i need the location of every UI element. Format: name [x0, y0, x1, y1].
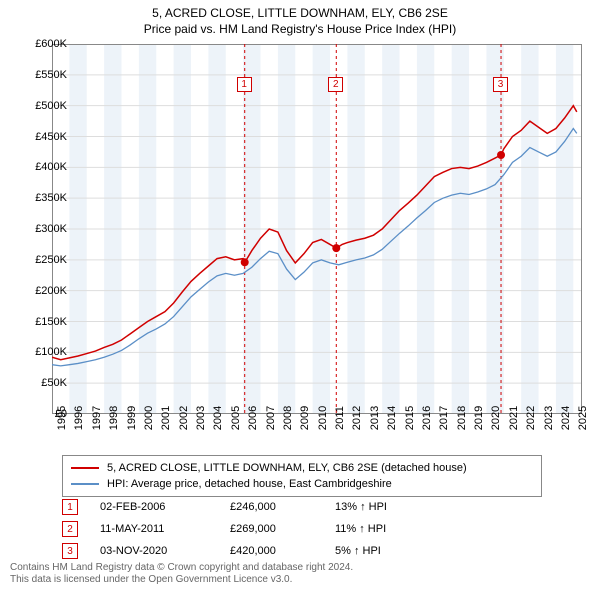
marker-price: £269,000	[230, 523, 335, 535]
x-axis-label: 1996	[73, 406, 85, 430]
y-axis-label: £150K	[35, 316, 67, 328]
marker-hpi: 11% ↑ HPI	[335, 523, 435, 535]
x-axis-label: 2012	[351, 406, 363, 430]
legend-box: 5, ACRED CLOSE, LITTLE DOWNHAM, ELY, CB6…	[62, 455, 542, 497]
marker-table-row: 1 02-FEB-2006£246,00013% ↑ HPI	[62, 496, 435, 518]
marker-badge: 1	[62, 499, 78, 515]
x-axis-label: 2018	[456, 406, 468, 430]
footer-line1: Contains HM Land Registry data © Crown c…	[10, 562, 353, 574]
x-axis-label: 1995	[56, 406, 68, 430]
x-axis-label: 2025	[577, 406, 589, 430]
chart-sale-marker-badge: 2	[328, 77, 343, 92]
x-axis-label: 1998	[108, 406, 120, 430]
marker-hpi: 13% ↑ HPI	[335, 501, 435, 513]
x-axis-label: 2009	[299, 406, 311, 430]
marker-badge: 3	[62, 543, 78, 559]
x-axis-label: 2014	[386, 406, 398, 430]
x-axis-label: 2002	[178, 406, 190, 430]
x-axis-label: 2024	[560, 406, 572, 430]
chart-area	[52, 44, 582, 414]
y-axis-label: £350K	[35, 192, 67, 204]
marker-date: 02-FEB-2006	[100, 501, 230, 513]
y-axis-label: £300K	[35, 223, 67, 235]
x-axis-label: 2007	[265, 406, 277, 430]
title-subtitle: Price paid vs. HM Land Registry's House …	[0, 22, 600, 36]
marker-badge: 2	[62, 521, 78, 537]
title-block: 5, ACRED CLOSE, LITTLE DOWNHAM, ELY, CB6…	[0, 0, 600, 36]
marker-price: £246,000	[230, 501, 335, 513]
x-axis-label: 2003	[195, 406, 207, 430]
x-axis-label: 2019	[473, 406, 485, 430]
chart-sale-marker-badge: 1	[237, 77, 252, 92]
marker-table-row: 3 03-NOV-2020£420,0005% ↑ HPI	[62, 540, 435, 562]
x-axis-label: 2006	[247, 406, 259, 430]
title-address: 5, ACRED CLOSE, LITTLE DOWNHAM, ELY, CB6…	[0, 6, 600, 20]
chart-sale-marker-badge: 3	[493, 77, 508, 92]
footer-attribution: Contains HM Land Registry data © Crown c…	[10, 562, 353, 586]
y-axis-label: £450K	[35, 131, 67, 143]
x-axis-label: 2022	[525, 406, 537, 430]
chart-container: 5, ACRED CLOSE, LITTLE DOWNHAM, ELY, CB6…	[0, 0, 600, 590]
x-axis-label: 1999	[126, 406, 138, 430]
y-axis-label: £400K	[35, 161, 67, 173]
chart-svg	[52, 44, 582, 414]
x-axis-label: 2008	[282, 406, 294, 430]
legend-row-property: 5, ACRED CLOSE, LITTLE DOWNHAM, ELY, CB6…	[71, 460, 533, 476]
x-axis-label: 2004	[212, 406, 224, 430]
y-axis-label: £200K	[35, 285, 67, 297]
legend-swatch-hpi	[71, 483, 99, 485]
legend-label-hpi: HPI: Average price, detached house, East…	[107, 478, 392, 490]
x-axis-label: 2010	[317, 406, 329, 430]
markers-table: 1 02-FEB-2006£246,00013% ↑ HPI 2 11-MAY-201…	[62, 496, 435, 562]
marker-date: 11-MAY-2011	[100, 523, 230, 535]
y-axis-label: £500K	[35, 100, 67, 112]
x-axis-label: 2000	[143, 406, 155, 430]
x-axis-label: 2011	[334, 406, 346, 430]
legend-label-property: 5, ACRED CLOSE, LITTLE DOWNHAM, ELY, CB6…	[107, 462, 467, 474]
y-axis-label: £50K	[41, 377, 67, 389]
x-axis-label: 2020	[490, 406, 502, 430]
x-axis-label: 2013	[369, 406, 381, 430]
y-axis-label: £250K	[35, 254, 67, 266]
x-axis-label: 1997	[91, 406, 103, 430]
x-axis-label: 2015	[404, 406, 416, 430]
x-axis-label: 2017	[438, 406, 450, 430]
x-axis-label: 2023	[543, 406, 555, 430]
x-axis-label: 2005	[230, 406, 242, 430]
marker-hpi: 5% ↑ HPI	[335, 545, 435, 557]
x-axis-label: 2001	[160, 406, 172, 430]
x-axis-label: 2021	[508, 406, 520, 430]
footer-line2: This data is licensed under the Open Gov…	[10, 574, 353, 586]
y-axis-label: £600K	[35, 38, 67, 50]
legend-row-hpi: HPI: Average price, detached house, East…	[71, 476, 533, 492]
y-axis-label: £100K	[35, 346, 67, 358]
y-axis-label: £550K	[35, 69, 67, 81]
marker-price: £420,000	[230, 545, 335, 557]
legend-swatch-property	[71, 467, 99, 469]
x-axis-label: 2016	[421, 406, 433, 430]
marker-date: 03-NOV-2020	[100, 545, 230, 557]
marker-table-row: 2 11-MAY-2011£269,00011% ↑ HPI	[62, 518, 435, 540]
